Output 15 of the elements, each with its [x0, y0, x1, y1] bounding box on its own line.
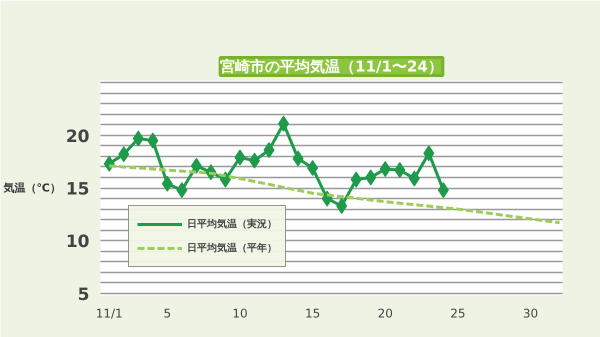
- x-tick-label: 20: [378, 306, 393, 320]
- legend-label: 日平均気温（平年）: [187, 242, 277, 255]
- legend-label: 日平均気温（実況）: [187, 217, 277, 231]
- y-tick-label: 10: [66, 232, 90, 252]
- y-tick-label: 15: [66, 180, 90, 200]
- x-tick-label: 11/1: [96, 306, 123, 320]
- x-tick-label: 10: [232, 306, 248, 320]
- chart-title: 宮崎市の平均気温（11/1〜24）: [220, 58, 443, 76]
- x-tick-label: 25: [450, 306, 466, 320]
- y-tick-label: 5: [78, 284, 90, 305]
- y-axis-title: 気温（℃）: [2, 182, 61, 194]
- x-tick-label: 15: [304, 306, 320, 320]
- x-tick-label: 5: [164, 306, 172, 320]
- x-tick-label: 30: [522, 306, 538, 320]
- y-tick-label: 20: [66, 126, 90, 147]
